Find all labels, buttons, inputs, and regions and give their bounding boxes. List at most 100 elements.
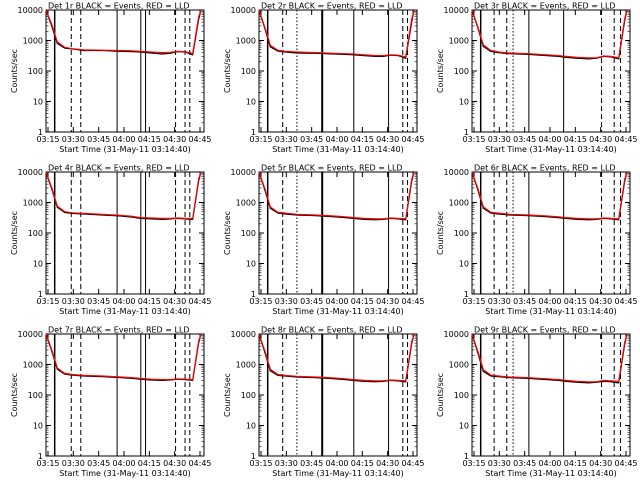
x-tick-label: 03:15	[249, 297, 272, 306]
y-tick-label: 10000	[444, 168, 469, 177]
x-tick-label: 04:45	[401, 459, 424, 468]
chart-panel: Det 2r BLACK = Events, RED = LLD 1 10 100 10…	[223, 2, 425, 155]
x-tick-label: 03:15	[36, 297, 59, 306]
y-axis-label: Counts/sec	[10, 373, 19, 417]
plot-frame	[471, 171, 631, 295]
lld-rate-line	[471, 171, 628, 220]
plot-frame	[45, 171, 205, 295]
x-tick-label: 04:45	[401, 297, 424, 306]
y-tick-label: 10	[33, 422, 43, 431]
x-tick-label: 03:45	[87, 459, 110, 468]
x-tick-label: 04:45	[188, 135, 211, 144]
lld-rate-line	[258, 9, 415, 58]
x-axis-label: Start Time (31-May-11 03:14:40)	[272, 307, 403, 316]
y-tick-label: 10000	[18, 168, 43, 177]
chart-panel: Det 9r BLACK = Events, RED = LLD 1 10 100 10…	[436, 326, 638, 479]
x-tick-label: 03:30	[488, 459, 511, 468]
x-tick-label: 04:45	[614, 459, 637, 468]
x-tick-label: 04:15	[351, 297, 374, 306]
x-tick-label: 03:45	[513, 459, 536, 468]
x-tick-label: 04:00	[325, 459, 348, 468]
x-tick-label: 04:30	[163, 459, 186, 468]
x-tick-label: 04:00	[538, 135, 561, 144]
x-tick-label: 03:15	[462, 135, 485, 144]
chart-title: Det 2r BLACK = Events, RED = LLD	[261, 2, 403, 11]
lld-rate-line	[45, 171, 202, 219]
chart-title: Det 1r BLACK = Events, RED = LLD	[48, 2, 190, 11]
y-tick-label: 100	[241, 67, 256, 76]
y-tick-label: 10	[33, 98, 43, 107]
x-tick-label: 03:30	[275, 297, 298, 306]
y-tick-label: 1	[464, 452, 469, 461]
y-axis-label: Counts/sec	[223, 211, 232, 255]
y-axis-label: Counts/sec	[436, 49, 445, 93]
x-tick-label: 04:15	[351, 135, 374, 144]
x-tick-label: 03:15	[249, 459, 272, 468]
x-tick-label: 04:45	[614, 135, 637, 144]
y-tick-label: 1000	[449, 361, 469, 370]
lld-rate-line	[471, 9, 628, 59]
x-tick-label: 03:30	[488, 297, 511, 306]
x-tick-label: 04:30	[376, 459, 399, 468]
y-tick-label: 1	[251, 452, 256, 461]
y-axis-label: Counts/sec	[10, 211, 19, 255]
x-tick-label: 04:30	[163, 135, 186, 144]
x-tick-label: 03:15	[36, 135, 59, 144]
chart-panel: Det 6r BLACK = Events, RED = LLD 1 10 100 10…	[436, 164, 638, 317]
y-axis-label: Counts/sec	[223, 373, 232, 417]
chart-title: Det 5r BLACK = Events, RED = LLD	[261, 164, 403, 173]
y-tick-label: 1000	[449, 199, 469, 208]
y-tick-label: 10	[459, 422, 469, 431]
chart-title: Det 7r BLACK = Events, RED = LLD	[48, 326, 190, 335]
y-tick-label: 1	[464, 128, 469, 137]
y-tick-label: 10000	[231, 168, 256, 177]
y-tick-label: 1000	[23, 37, 43, 46]
plot-frame	[45, 9, 205, 133]
x-tick-label: 04:00	[325, 135, 348, 144]
y-tick-label: 100	[28, 391, 43, 400]
x-axis-label: Start Time (31-May-11 03:14:40)	[272, 145, 403, 154]
x-axis-label: Start Time (31-May-11 03:14:40)	[485, 469, 616, 478]
y-tick-label: 100	[454, 67, 469, 76]
x-tick-label: 04:15	[138, 297, 161, 306]
plot-frame	[45, 333, 205, 457]
x-tick-label: 03:15	[36, 459, 59, 468]
chart-title: Det 3r BLACK = Events, RED = LLD	[474, 2, 616, 11]
y-tick-label: 1000	[236, 37, 256, 46]
y-tick-label: 10000	[444, 330, 469, 339]
x-tick-label: 04:30	[589, 459, 612, 468]
x-tick-label: 04:45	[188, 297, 211, 306]
x-tick-label: 03:45	[87, 297, 110, 306]
x-tick-label: 04:15	[564, 459, 587, 468]
x-axis-label: Start Time (31-May-11 03:14:40)	[485, 145, 616, 154]
y-tick-label: 10000	[231, 6, 256, 15]
y-tick-label: 100	[454, 229, 469, 238]
lld-rate-line	[45, 9, 202, 55]
x-tick-label: 04:30	[163, 297, 186, 306]
chart-title: Det 9r BLACK = Events, RED = LLD	[474, 326, 616, 335]
x-tick-label: 03:45	[87, 135, 110, 144]
x-tick-label: 04:30	[589, 297, 612, 306]
y-tick-label: 1000	[449, 37, 469, 46]
x-tick-label: 04:15	[138, 459, 161, 468]
x-tick-label: 03:15	[249, 135, 272, 144]
y-axis-label: Counts/sec	[436, 373, 445, 417]
chart-title: Det 6r BLACK = Events, RED = LLD	[474, 164, 616, 173]
y-tick-label: 100	[28, 229, 43, 238]
x-tick-label: 03:45	[513, 297, 536, 306]
y-tick-label: 10000	[18, 6, 43, 15]
y-tick-label: 1	[38, 452, 43, 461]
x-tick-label: 04:45	[188, 459, 211, 468]
y-tick-label: 1	[464, 290, 469, 299]
y-tick-label: 1	[38, 128, 43, 137]
x-tick-label: 03:30	[488, 135, 511, 144]
y-tick-label: 10	[459, 98, 469, 107]
y-tick-label: 1000	[236, 361, 256, 370]
plot-frame	[471, 333, 631, 457]
x-tick-label: 04:15	[564, 135, 587, 144]
x-tick-label: 04:45	[614, 297, 637, 306]
x-tick-label: 04:30	[589, 135, 612, 144]
y-tick-label: 10	[459, 260, 469, 269]
x-axis-label: Start Time (31-May-11 03:14:40)	[59, 307, 190, 316]
